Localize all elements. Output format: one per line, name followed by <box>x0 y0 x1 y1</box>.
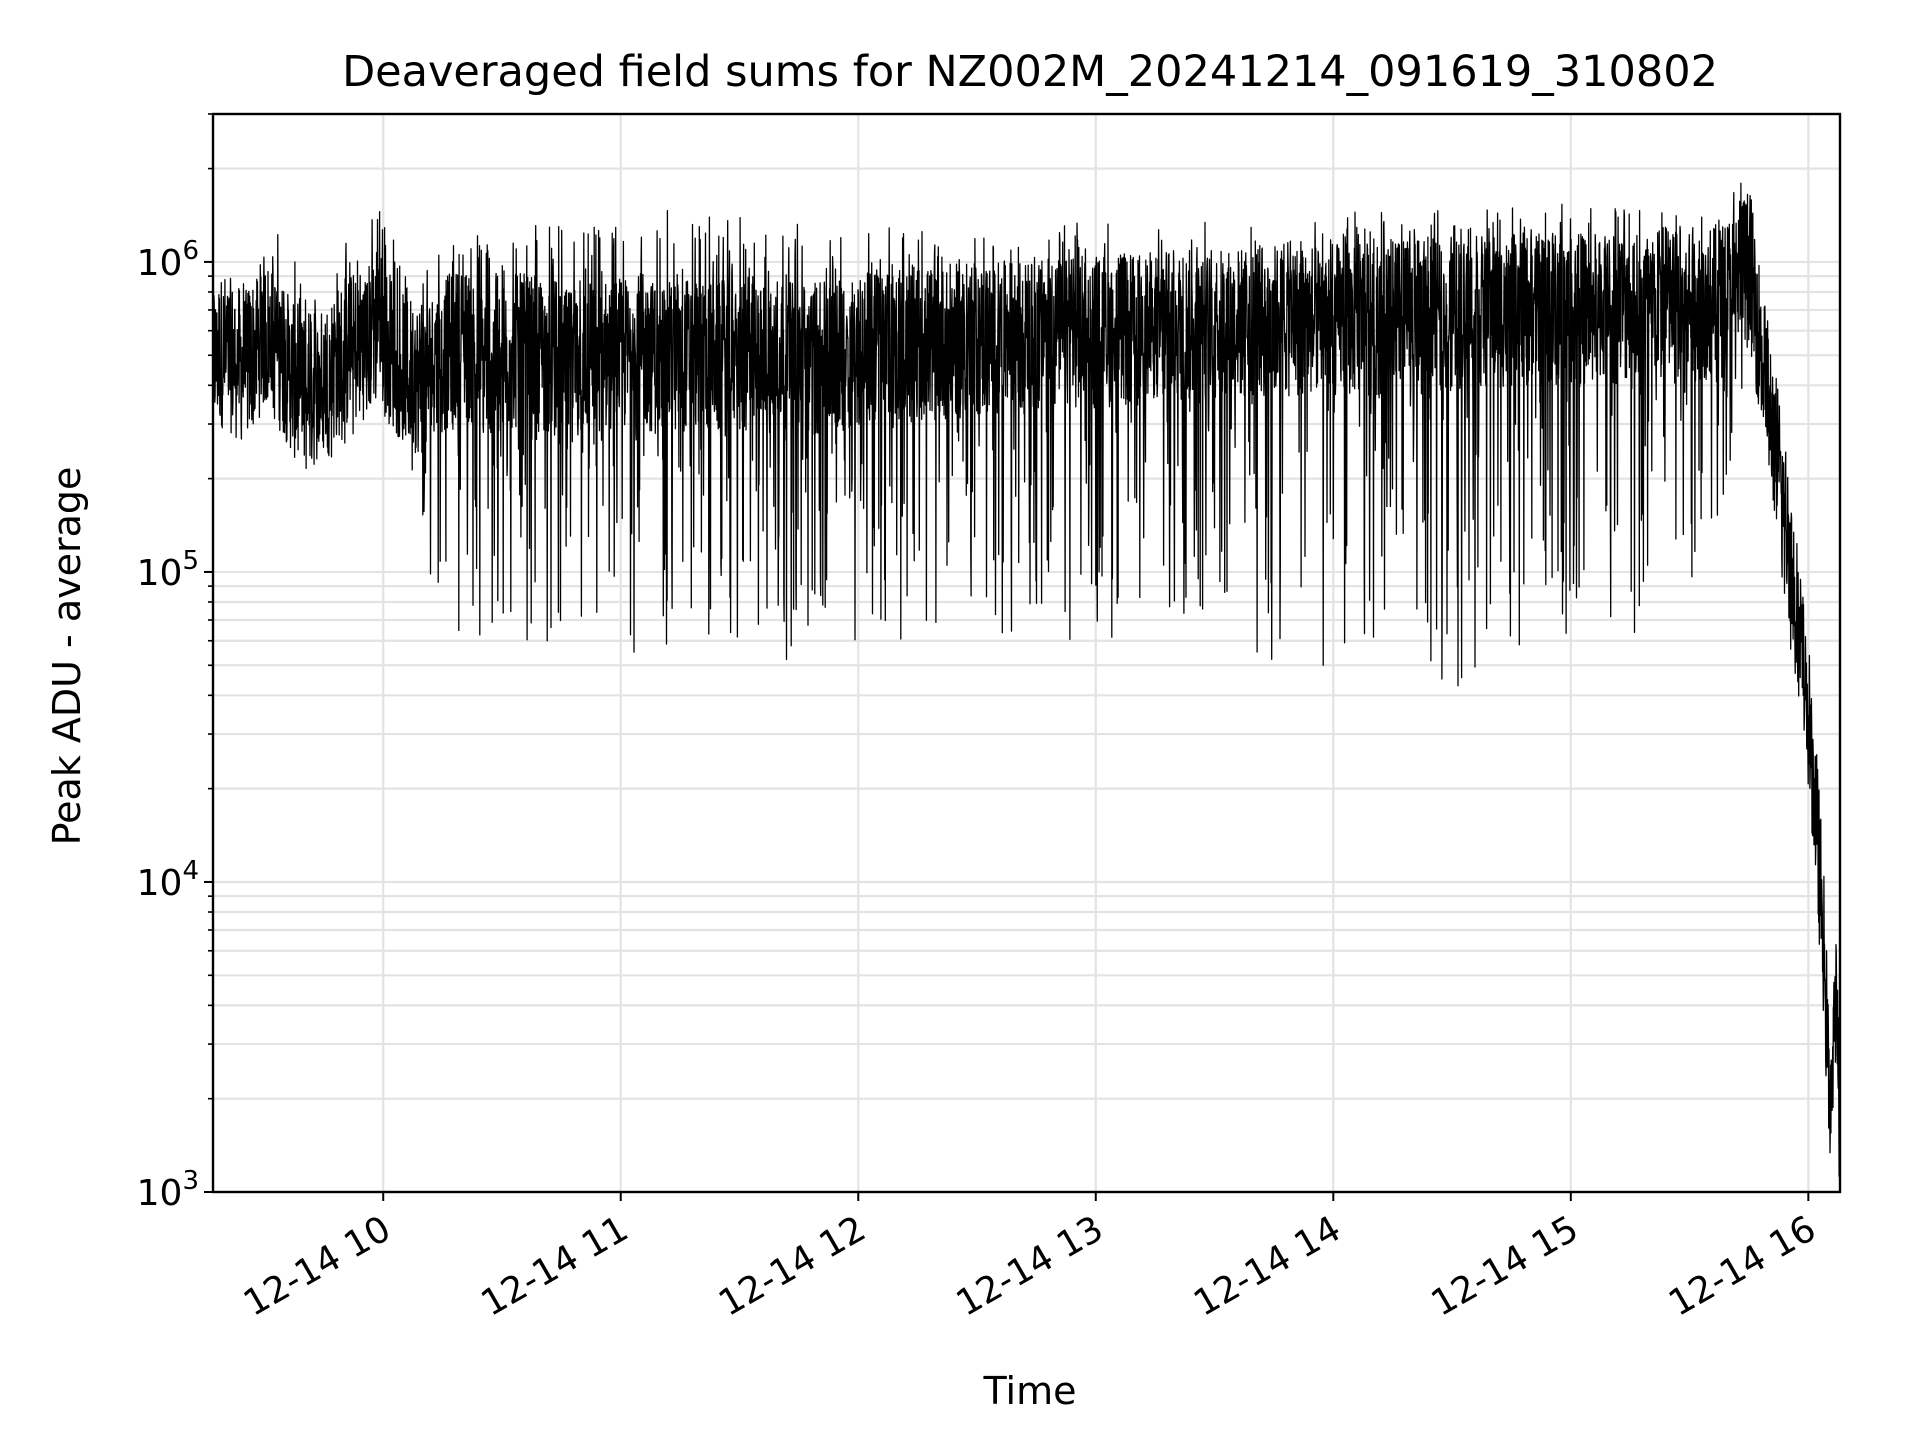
data-series <box>212 182 1841 1178</box>
series-line <box>212 182 1841 1178</box>
chart-title: Deaveraged field sums for NZ002M_2024121… <box>342 47 1718 97</box>
y-tick-label: 106 <box>137 236 199 284</box>
plot-frame <box>211 112 1842 1194</box>
y-tick-label: 104 <box>137 856 199 904</box>
y-axis-label: Peak ADU - average <box>45 467 89 846</box>
axis-ticks <box>204 113 1810 1201</box>
y-tick-label: 103 <box>137 1166 199 1214</box>
x-axis-label: Time <box>983 1369 1077 1413</box>
y-tick-label: 105 <box>137 546 199 594</box>
